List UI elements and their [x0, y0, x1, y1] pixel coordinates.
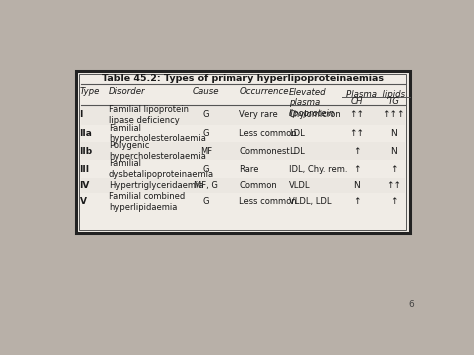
- Text: LDL: LDL: [289, 129, 305, 138]
- Text: ↑: ↑: [353, 147, 361, 156]
- Text: Less common: Less common: [239, 129, 297, 138]
- Text: Familial
hypercholesterolaemia: Familial hypercholesterolaemia: [109, 124, 206, 143]
- Text: N: N: [390, 129, 397, 138]
- Text: Less common: Less common: [239, 197, 297, 206]
- Text: IDL, Chy. rem.: IDL, Chy. rem.: [289, 164, 347, 174]
- Text: Commonest: Commonest: [239, 147, 290, 156]
- Text: III: III: [80, 164, 90, 174]
- Bar: [82, 105, 404, 125]
- Text: 6: 6: [408, 300, 414, 309]
- Text: I: I: [80, 110, 83, 119]
- Text: Hypertriglyceridaemia: Hypertriglyceridaemia: [109, 181, 203, 190]
- Text: LDL: LDL: [289, 147, 305, 156]
- Text: ↑↑: ↑↑: [386, 181, 401, 190]
- Text: ↑: ↑: [353, 164, 361, 174]
- Text: VLDL, LDL: VLDL, LDL: [289, 197, 331, 206]
- Text: G: G: [203, 110, 210, 119]
- Text: Cause: Cause: [193, 87, 219, 96]
- Bar: [82, 178, 404, 193]
- Text: G: G: [203, 164, 210, 174]
- Bar: [82, 142, 404, 160]
- Text: Polygenic
hypercholesterolaemia: Polygenic hypercholesterolaemia: [109, 141, 206, 161]
- Text: IIb: IIb: [80, 147, 92, 156]
- Text: MF: MF: [200, 147, 212, 156]
- Text: Occurrence: Occurrence: [239, 87, 289, 96]
- Text: Familial lipoprotein
lipase deficiency: Familial lipoprotein lipase deficiency: [109, 105, 189, 125]
- Text: TG: TG: [388, 97, 400, 105]
- Text: Rare: Rare: [239, 164, 259, 174]
- Text: ↑↑↑: ↑↑↑: [383, 110, 405, 119]
- Text: G: G: [203, 129, 210, 138]
- Text: IV: IV: [80, 181, 90, 190]
- Text: Disorder: Disorder: [109, 87, 146, 96]
- Text: V: V: [80, 197, 86, 206]
- Text: Elevated
plasma
lipoprotein: Elevated plasma lipoprotein: [289, 88, 335, 118]
- Text: ↑: ↑: [353, 197, 361, 206]
- Text: G: G: [203, 197, 210, 206]
- Text: Type: Type: [80, 87, 100, 96]
- Text: Common: Common: [239, 181, 277, 190]
- Text: Chylomicron: Chylomicron: [289, 110, 342, 119]
- Text: IIa: IIa: [80, 129, 92, 138]
- Text: Familial
dysbetalipoproteinaemia: Familial dysbetalipoproteinaemia: [109, 159, 214, 179]
- Text: ↑: ↑: [390, 164, 397, 174]
- Text: ↑↑: ↑↑: [349, 129, 365, 138]
- FancyBboxPatch shape: [76, 71, 410, 233]
- Text: MF, G: MF, G: [194, 181, 218, 190]
- Text: N: N: [390, 147, 397, 156]
- Text: Plasma  lipids: Plasma lipids: [346, 90, 405, 99]
- Text: N: N: [354, 181, 360, 190]
- Text: Familial combined
hyperlipidaemia: Familial combined hyperlipidaemia: [109, 192, 185, 212]
- Text: ↑↑: ↑↑: [349, 110, 365, 119]
- Text: VLDL: VLDL: [289, 181, 310, 190]
- Text: CH: CH: [351, 97, 363, 105]
- Text: ↑: ↑: [390, 197, 397, 206]
- Text: Table 45.2: Types of primary hyperlipoproteinaemias: Table 45.2: Types of primary hyperlipopr…: [102, 74, 384, 83]
- Text: Very rare: Very rare: [239, 110, 278, 119]
